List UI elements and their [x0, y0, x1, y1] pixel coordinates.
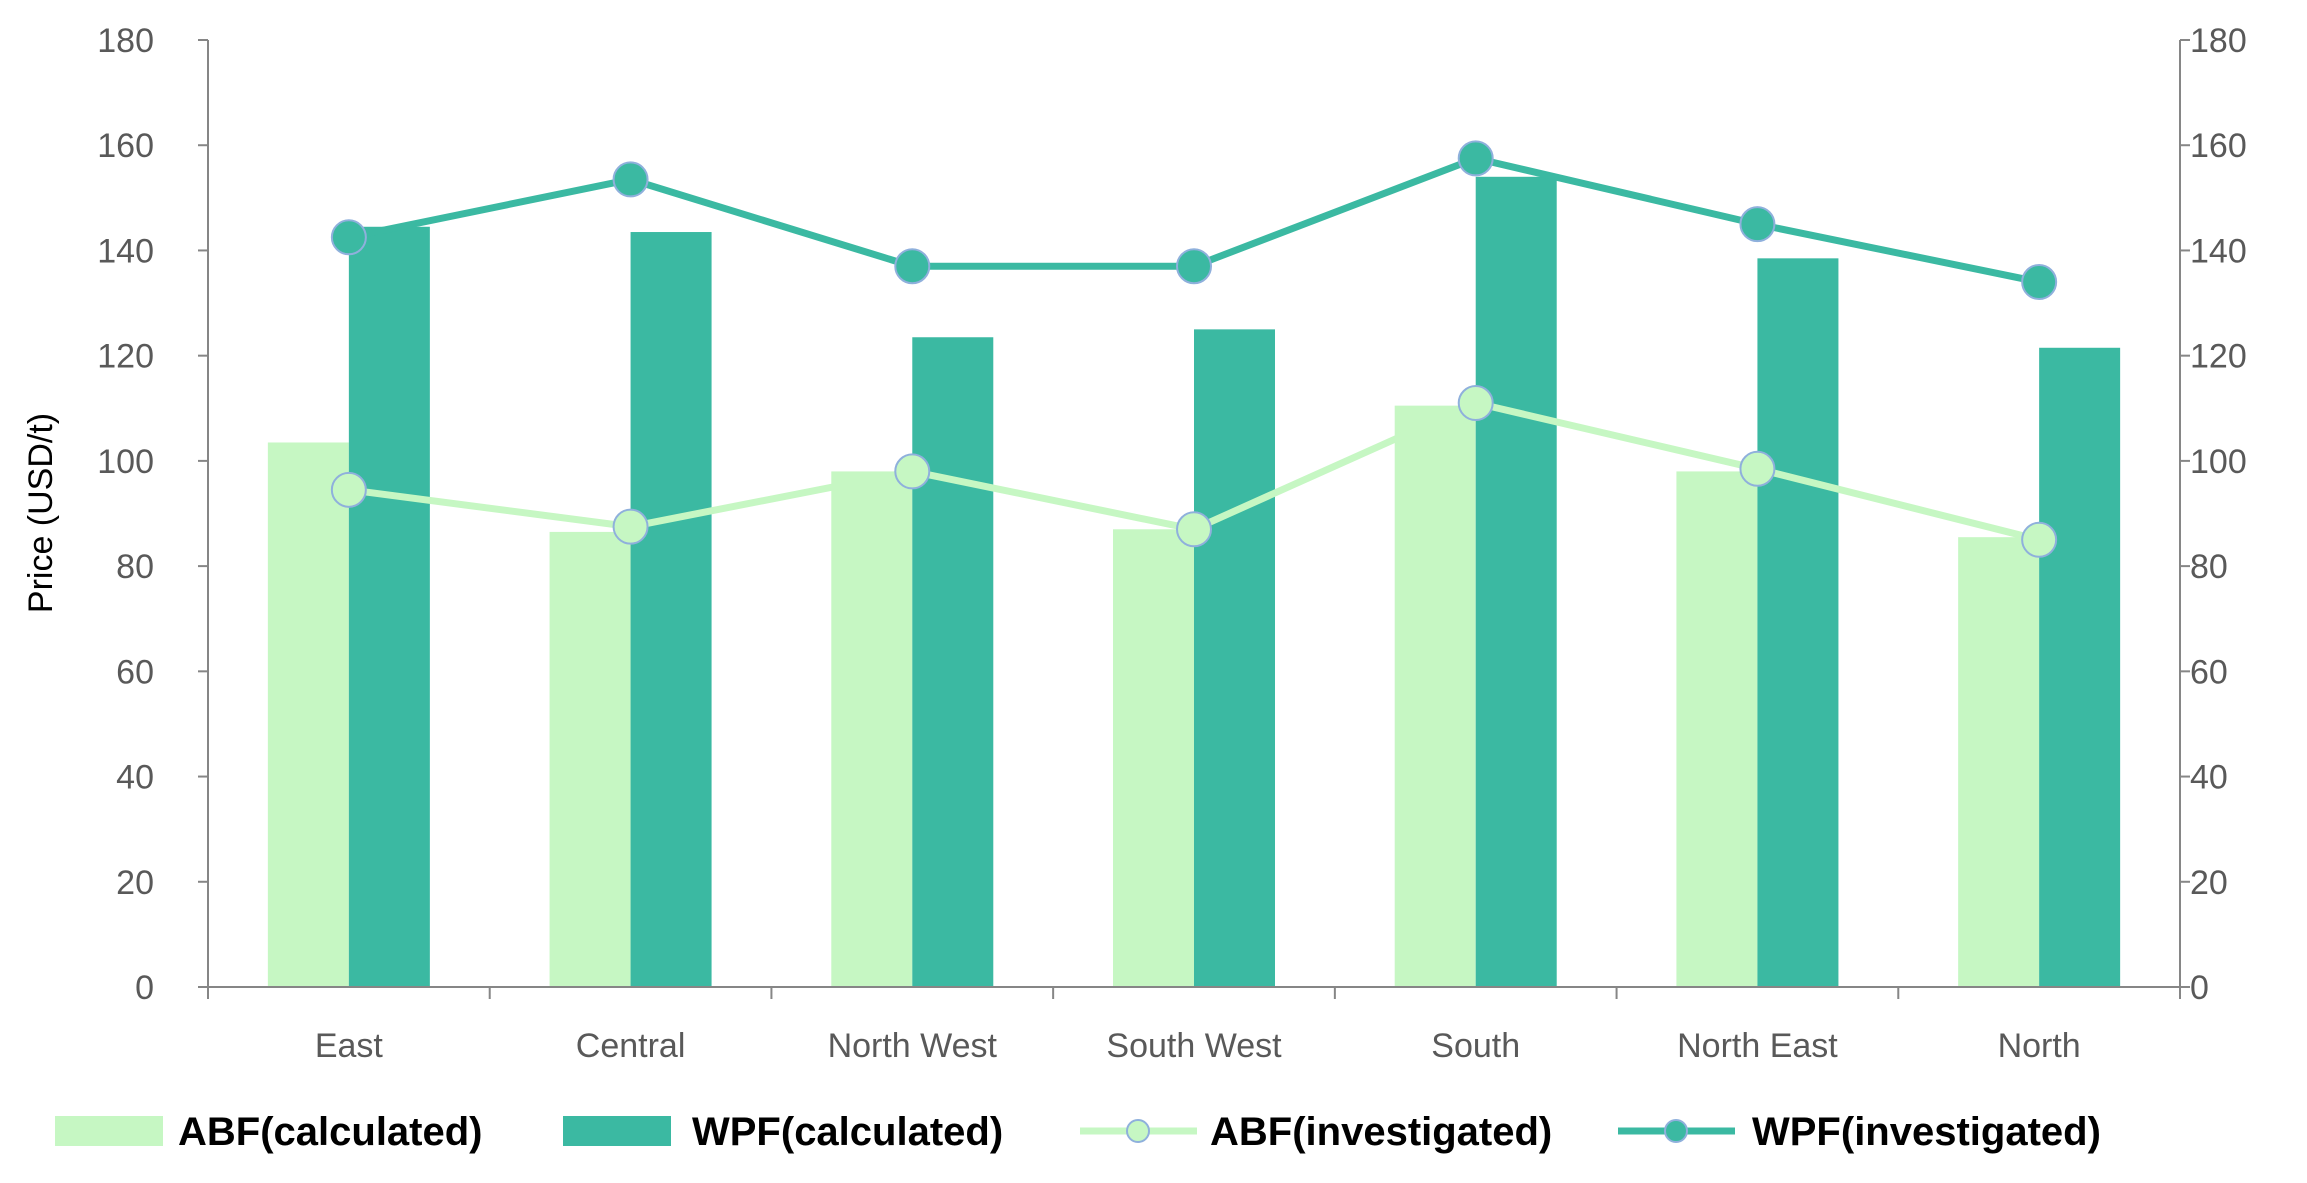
x-tick-label-east: East [315, 1027, 384, 1065]
x-tick-label-north-west: North West [828, 1027, 998, 1065]
bar-abf-calculated--1 [549, 531, 631, 987]
y-tick-label-left: 60 [116, 653, 154, 691]
bar-abf-calculated--2 [831, 471, 913, 987]
axes-layer [198, 39, 2190, 999]
y-tick-label-left: 40 [116, 759, 154, 797]
bar-abf-calculated--6 [1958, 537, 2040, 987]
bar-wpf-calculated--1 [630, 232, 712, 988]
y-tick-label-right: 180 [2190, 22, 2247, 60]
x-tick-label-north-east: North East [1677, 1027, 1838, 1065]
legend-swatch-wpf-calculated- [563, 1116, 671, 1146]
y-tick-label-left: 140 [97, 232, 154, 270]
x-tick-label-south-west: South West [1106, 1027, 1282, 1065]
legend: ABF(calculated) WPF(calculated) ABF(invest… [55, 1110, 2101, 1154]
legend-label-abf-investigated-: ABF(investigated) [1210, 1110, 1552, 1154]
y-tick-label-left: 180 [97, 22, 154, 60]
bar-wpf-calculated--0 [348, 226, 430, 988]
y-tick-label-right: 100 [2190, 443, 2247, 481]
bar-abf-calculated--0 [267, 442, 349, 988]
y-tick-label-left: 160 [97, 127, 154, 165]
y-tick-label-right: 80 [2190, 548, 2228, 586]
marker-wpf-investigated--3 [1176, 248, 1212, 285]
y-tick-label-right: 140 [2190, 232, 2247, 270]
lines-layer [330, 140, 2058, 558]
y-tick-label-left: 20 [116, 864, 154, 902]
marker-wpf-investigated--0 [330, 219, 367, 256]
bar-wpf-calculated--4 [1475, 176, 1557, 988]
y-tick-label-right: 120 [2190, 338, 2247, 376]
bar-wpf-calculated--6 [2039, 347, 2121, 987]
marker-wpf-investigated--5 [1739, 206, 1776, 243]
legend-label-wpf-investigated-: WPF(investigated) [1752, 1110, 2101, 1154]
x-tick-label-central: Central [576, 1027, 686, 1065]
labels-layer: Price (USD/t) 0 0 20 20 40 40 60 60 80 80 100 100 12… [22, 22, 2247, 1065]
y-tick-label-right: 160 [2190, 127, 2247, 165]
bar-wpf-calculated--2 [912, 337, 994, 987]
marker-wpf-investigated--4 [1457, 140, 1494, 177]
marker-wpf-investigated--6 [2021, 264, 2058, 301]
marker-abf-investigated--3 [1176, 511, 1212, 548]
y-tick-label-left: 0 [135, 969, 154, 1007]
legend-marker-abf-investigated- [1126, 1119, 1150, 1143]
y-tick-label-left: 120 [97, 338, 154, 376]
y-tick-label-right: 40 [2190, 759, 2228, 797]
y-tick-label-right: 20 [2190, 864, 2228, 902]
marker-abf-investigated--2 [894, 453, 931, 490]
y-tick-label-left: 80 [116, 548, 154, 586]
bar-wpf-calculated--5 [1757, 258, 1839, 987]
marker-abf-investigated--1 [612, 508, 649, 545]
legend-label-abf-calculated-: ABF(calculated) [178, 1110, 483, 1154]
bar-abf-calculated--3 [1113, 529, 1194, 987]
y-tick-label-right: 60 [2190, 653, 2228, 691]
y-tick-label-right: 0 [2190, 969, 2209, 1007]
marker-abf-investigated--5 [1739, 450, 1776, 487]
marker-abf-investigated--4 [1457, 385, 1494, 422]
marker-wpf-investigated--2 [894, 248, 931, 285]
marker-abf-investigated--6 [2021, 521, 2058, 558]
legend-marker-wpf-investigated- [1664, 1119, 1688, 1143]
bar-wpf-calculated--3 [1194, 329, 1275, 988]
x-tick-label-north: North [1998, 1027, 2081, 1065]
y-tick-label-left: 100 [97, 443, 154, 481]
bar-abf-calculated--4 [1394, 405, 1476, 987]
marker-abf-investigated--0 [330, 471, 367, 508]
legend-swatch-abf-calculated- [55, 1116, 163, 1146]
legend-label-wpf-calculated-: WPF(calculated) [692, 1110, 1003, 1154]
bar-abf-calculated--5 [1676, 471, 1758, 987]
y-axis-title: Price (USD/t) [22, 413, 60, 613]
bars-layer [267, 176, 2121, 988]
marker-wpf-investigated--1 [612, 161, 649, 198]
x-tick-label-south: South [1431, 1027, 1520, 1065]
